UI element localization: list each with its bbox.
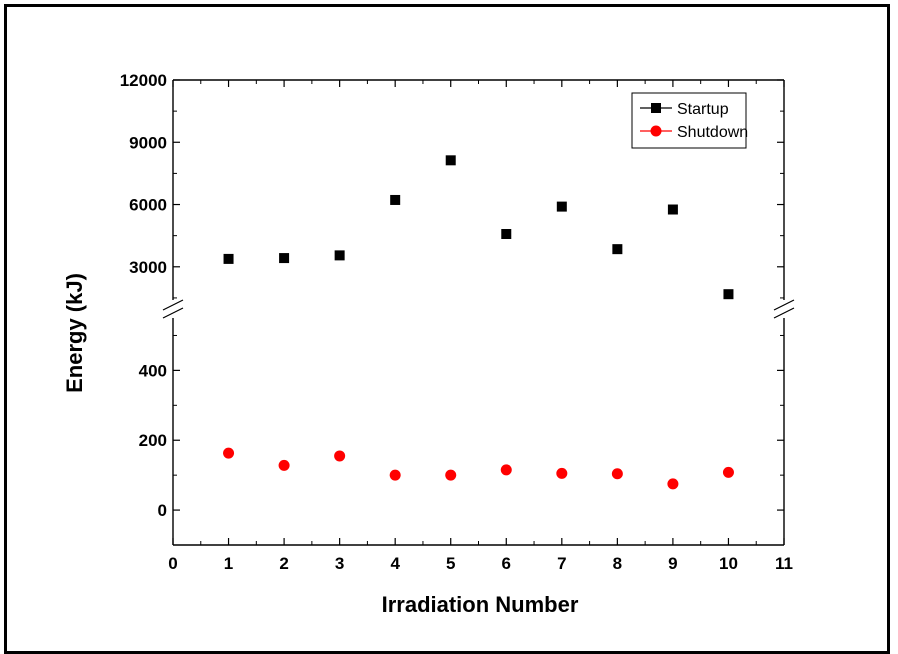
legend-box [631,92,747,149]
startup-point [612,244,623,255]
x-tick-label: 9 [668,554,677,573]
x-axis-title: Irradiation Number [382,592,579,617]
startup-point [501,229,512,239]
x-tick-label: 7 [557,554,566,573]
shutdown-point [556,467,568,479]
axis-break-gap-left [159,306,187,312]
axis-break-mark-right-a [773,299,795,311]
axis-break-mark-left-a [162,299,184,311]
y-tick-label: 9000 [129,133,167,152]
x-tick-label: 0 [168,554,177,573]
y-tick-label: 400 [139,361,167,380]
shutdown-point [445,469,457,481]
y-axis-title: Energy (kJ) [62,273,87,393]
startup-point [223,253,234,264]
x-tick-label: 4 [390,554,400,573]
x-tick-label: 11 [775,554,793,573]
shutdown-point [500,464,512,476]
x-tick-label: 8 [613,554,622,573]
startup-point [445,155,456,166]
startup-point [556,201,567,212]
shutdown-point [722,466,734,478]
legend-marker-startup [651,103,661,113]
startup-point [334,250,345,261]
ticks-layer: 0 1 2 3 4 5 6 7 8 9 10 11 0 200 400 3000 6000 9000 12000 [120,71,793,573]
legend-marker-shutdown [650,125,662,137]
startup-point [390,194,401,205]
x-tick-label: 6 [502,554,511,573]
shutdown-point [611,468,623,480]
startup-point [279,253,290,264]
shutdown-point [278,459,290,471]
x-tick-label: 3 [335,554,344,573]
y-tick-label: 12000 [120,71,167,90]
legend-label-startup: Startup [677,101,729,118]
startup-point [723,289,734,300]
axis-break-gap-right [770,306,798,312]
y-tick-label: 200 [139,431,167,450]
shutdown-point [667,478,679,490]
x-tick-label: 5 [446,554,455,573]
axis-break-mark-left-b [162,307,184,319]
startup-point [667,204,678,215]
y-tick-label: 6000 [129,196,167,215]
x-tick-label: 10 [719,554,738,573]
y-tick-label: 0 [158,501,167,520]
shutdown-point [389,469,401,481]
axes-layer [159,79,798,546]
x-tick-label: 2 [279,554,288,573]
x-tick-label: 1 [224,554,233,573]
shutdown-point [334,450,346,462]
legend-label-shutdown: Shutdown [677,124,748,141]
marks-layer [223,155,734,490]
y-tick-label: 3000 [129,258,167,277]
legend: Startup Shutdown [631,92,748,149]
shutdown-point [223,447,235,459]
axis-break-mark-right-b [773,307,795,319]
